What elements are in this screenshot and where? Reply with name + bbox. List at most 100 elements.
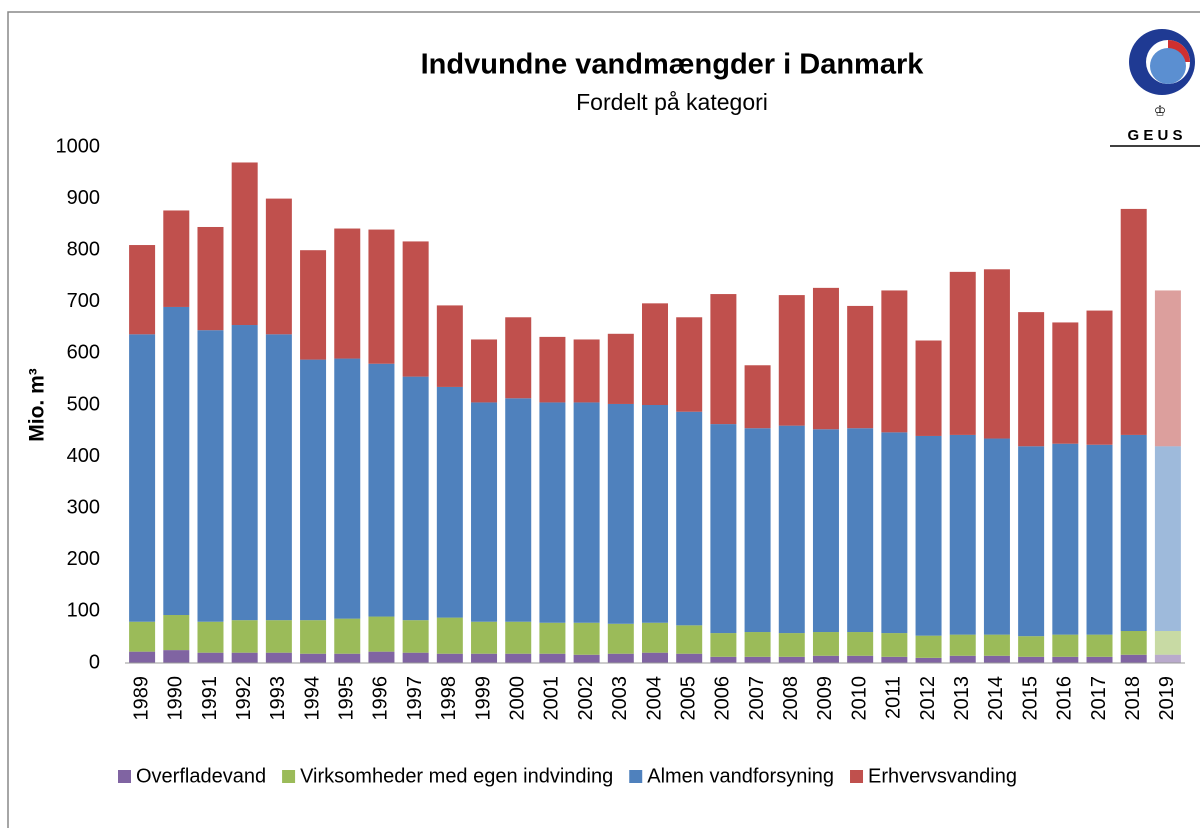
bar-segment <box>265 198 292 335</box>
bar-segment <box>847 655 874 663</box>
bar-segment <box>334 228 361 359</box>
bar-segment <box>915 435 942 636</box>
x-tick-label: 2001 <box>541 676 563 721</box>
bar-segment <box>1154 631 1181 655</box>
x-tick-label: 2015 <box>1019 676 1041 721</box>
bar-segment <box>607 653 634 663</box>
bar-segment <box>1052 443 1079 635</box>
x-tick-label: 1999 <box>472 676 494 721</box>
bar-segment <box>129 651 156 663</box>
bar-segment <box>197 226 224 331</box>
bar-segment <box>197 621 224 653</box>
bar-segment <box>300 250 327 360</box>
legend-label: Overfladevand <box>136 765 266 787</box>
bar-segment <box>334 358 361 619</box>
x-tick-label: 1991 <box>199 676 221 721</box>
bar-segment <box>1154 446 1181 632</box>
bar-segment <box>539 402 566 623</box>
bar-segment <box>983 655 1010 663</box>
y-tick-label: 0 <box>89 651 100 673</box>
y-tick-label: 900 <box>67 187 100 209</box>
legend-swatch <box>282 770 296 783</box>
bar-segment <box>1086 634 1113 657</box>
x-tick-label: 1996 <box>370 676 392 721</box>
x-tick-label: 2012 <box>917 676 939 721</box>
bar-segment <box>847 428 874 633</box>
x-tick-label: 2016 <box>1054 676 1076 721</box>
bar-segment <box>1086 656 1113 663</box>
bar-segment <box>505 398 532 622</box>
y-tick-label: 500 <box>67 393 100 415</box>
x-tick-label: 2011 <box>883 676 905 719</box>
x-tick-label: 2019 <box>1156 676 1178 721</box>
bar-segment <box>642 652 668 663</box>
bar-segment <box>949 434 976 635</box>
bar-segment <box>573 654 600 663</box>
bar-segment <box>163 615 190 651</box>
bar-segment <box>983 438 1010 635</box>
bar-segment <box>129 621 156 652</box>
y-tick-label: 800 <box>67 238 100 260</box>
bar-segment <box>265 334 292 621</box>
bar-segment <box>436 305 463 387</box>
y-tick-label: 200 <box>67 548 100 570</box>
bar-segment <box>949 271 976 435</box>
bar-segment <box>710 656 737 663</box>
x-tick-label: 1998 <box>438 676 460 721</box>
bar-segment <box>607 623 634 654</box>
bar-segment <box>778 656 805 663</box>
bar-segment <box>368 363 395 617</box>
bar-segment <box>983 269 1010 439</box>
legend-label: Almen vandforsyning <box>647 765 834 787</box>
bar-segment <box>847 632 874 656</box>
x-tick-label: 1995 <box>336 676 358 721</box>
bar-segment <box>1120 434 1147 632</box>
bar-segment <box>642 622 668 653</box>
bar-segment <box>402 652 429 663</box>
bar-segment <box>539 622 566 654</box>
x-tick-label: 2005 <box>677 676 699 721</box>
bar-segment <box>744 632 771 657</box>
legend-label: Virksomheder med egen indvinding <box>300 765 613 787</box>
bar-segment <box>744 365 771 429</box>
bar-segment <box>710 294 737 425</box>
bar-segment <box>1120 631 1147 655</box>
bar-segment <box>1086 444 1113 635</box>
bar-segment <box>402 620 429 653</box>
bar-segment <box>915 635 942 658</box>
bar-segment <box>573 339 600 403</box>
bar-segment <box>300 359 327 621</box>
bar-segment <box>471 339 498 403</box>
x-tick-label: 1990 <box>165 676 187 721</box>
bar-segment <box>710 633 737 657</box>
bar-segment <box>1120 654 1147 663</box>
bar-segment <box>163 650 190 663</box>
bar-segment <box>197 652 224 663</box>
bar-segment <box>129 245 156 335</box>
x-tick-label: 1989 <box>130 676 152 721</box>
bar-segment <box>778 295 805 426</box>
bar-segment <box>505 653 532 663</box>
bar-segment <box>881 656 908 663</box>
bar-segment <box>231 620 258 653</box>
x-tick-label: 2007 <box>746 676 768 721</box>
y-tick-label: 400 <box>67 445 100 467</box>
bar-segment <box>573 402 600 623</box>
bar-segment <box>915 657 942 663</box>
y-tick-label: 100 <box>67 600 100 622</box>
logo-blue <box>1150 48 1186 84</box>
bar-segment <box>1018 312 1045 447</box>
bar-segment <box>300 620 327 654</box>
bar-segment <box>983 634 1010 656</box>
bar-segment <box>265 620 292 653</box>
x-tick-label: 2000 <box>507 676 529 721</box>
x-tick-label: 2004 <box>643 676 665 721</box>
bar-segment <box>573 622 600 655</box>
bar-segment <box>949 634 976 656</box>
bar-segment <box>1018 446 1045 637</box>
y-tick-label: 300 <box>67 496 100 518</box>
bar-segment <box>129 334 156 622</box>
bar-segment <box>300 653 327 663</box>
x-tick-label: 2014 <box>985 676 1007 721</box>
